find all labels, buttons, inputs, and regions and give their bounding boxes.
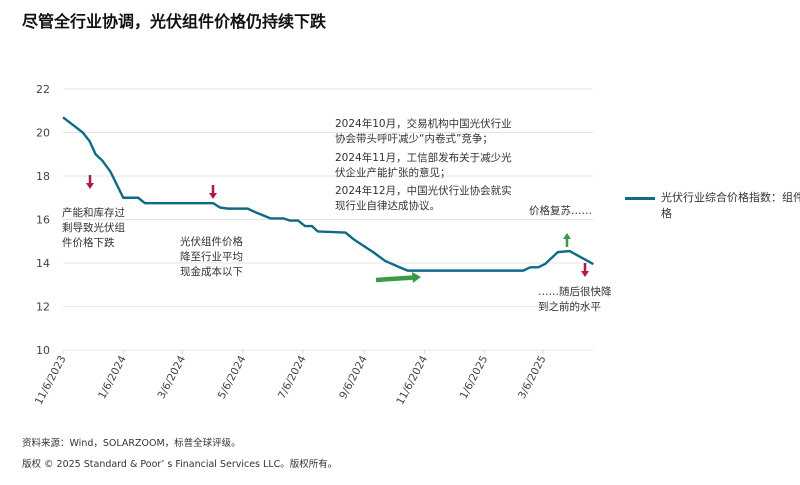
y-tick-label: 16 bbox=[36, 214, 50, 227]
y-tick-label: 22 bbox=[36, 83, 50, 96]
y-tick-label: 18 bbox=[36, 170, 50, 183]
legend-swatch bbox=[625, 197, 655, 200]
annotation-recovery: 价格复苏…… bbox=[529, 205, 592, 217]
x-tick-label: 1/6/2024 bbox=[96, 354, 129, 402]
x-tick-label: 3/6/2025 bbox=[516, 354, 549, 401]
x-tick-label: 11/6/2024 bbox=[394, 353, 430, 406]
legend: 光伏行业综合价格指数：组件价格 bbox=[625, 190, 800, 222]
copyright-note: 版权 © 2025 Standard & Poor’ s Financial S… bbox=[22, 459, 338, 470]
up-arrow-icon bbox=[563, 233, 571, 239]
annotation-below-cost: 光伏组件价格 降至行业平均 现金成本以下 bbox=[180, 236, 243, 278]
x-tick-label: 7/6/2024 bbox=[276, 354, 309, 402]
x-tick-label: 3/6/2024 bbox=[155, 354, 188, 402]
right-arrow-icon bbox=[412, 272, 421, 283]
source-note: 资料来源：Wind，SOLARZOOM，标普全球评级。 bbox=[22, 438, 241, 449]
down-arrow-icon bbox=[86, 183, 94, 189]
legend-label: 光伏行业综合价格指数：组件价格 bbox=[661, 191, 800, 220]
annotation-policy-1: 2024年10月，交易机构中国光伏行业 协会带头呼吁减少“内卷式”竞争； bbox=[335, 118, 512, 145]
right-arrow-icon bbox=[375, 275, 415, 283]
down-arrow-icon bbox=[581, 271, 589, 277]
y-tick-label: 20 bbox=[36, 127, 50, 140]
annotation-oversupply: 产能和库存过 剩导致光伏组 件价格下跌 bbox=[62, 207, 125, 249]
annotation-fall-back: ……随后很快降 到之前的水平 bbox=[538, 286, 612, 313]
annotation-policy-2: 2024年11月，工信部发布关于减少光 伏企业产能扩张的意见； bbox=[335, 152, 512, 179]
down-arrow-icon bbox=[209, 193, 217, 199]
y-tick-label: 12 bbox=[36, 301, 50, 314]
y-tick-label: 14 bbox=[36, 257, 50, 270]
annotation-policy-3: 2024年12月，中国光伏行业协会就实 现行业自律达成协议。 bbox=[335, 185, 512, 212]
chart-title: 尽管全行业协调，光伏组件价格仍持续下跌 bbox=[22, 12, 327, 31]
x-tick-label: 11/6/2023 bbox=[33, 354, 69, 407]
y-tick-label: 10 bbox=[36, 344, 50, 357]
x-tick-label: 5/6/2024 bbox=[216, 354, 249, 402]
x-tick-label: 9/6/2024 bbox=[337, 354, 370, 402]
x-tick-label: 1/6/2025 bbox=[458, 354, 491, 401]
series-line bbox=[62, 116, 594, 272]
